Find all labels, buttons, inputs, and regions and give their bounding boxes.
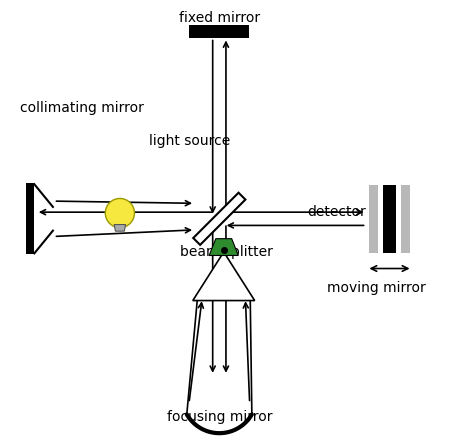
Bar xyxy=(383,185,396,253)
Bar xyxy=(190,25,249,38)
Text: fixed mirror: fixed mirror xyxy=(179,11,260,25)
Bar xyxy=(401,185,410,253)
Text: detector: detector xyxy=(308,205,366,219)
Polygon shape xyxy=(209,239,238,255)
Text: collimating mirror: collimating mirror xyxy=(20,101,144,115)
Text: focusing mirror: focusing mirror xyxy=(166,410,272,424)
Text: moving mirror: moving mirror xyxy=(327,281,426,295)
Bar xyxy=(369,185,378,253)
Polygon shape xyxy=(114,225,126,231)
Text: light source: light source xyxy=(149,134,230,149)
Text: beam splitter: beam splitter xyxy=(180,245,273,259)
Bar xyxy=(26,183,34,254)
Polygon shape xyxy=(193,193,246,245)
Polygon shape xyxy=(193,252,255,301)
Circle shape xyxy=(105,198,135,228)
